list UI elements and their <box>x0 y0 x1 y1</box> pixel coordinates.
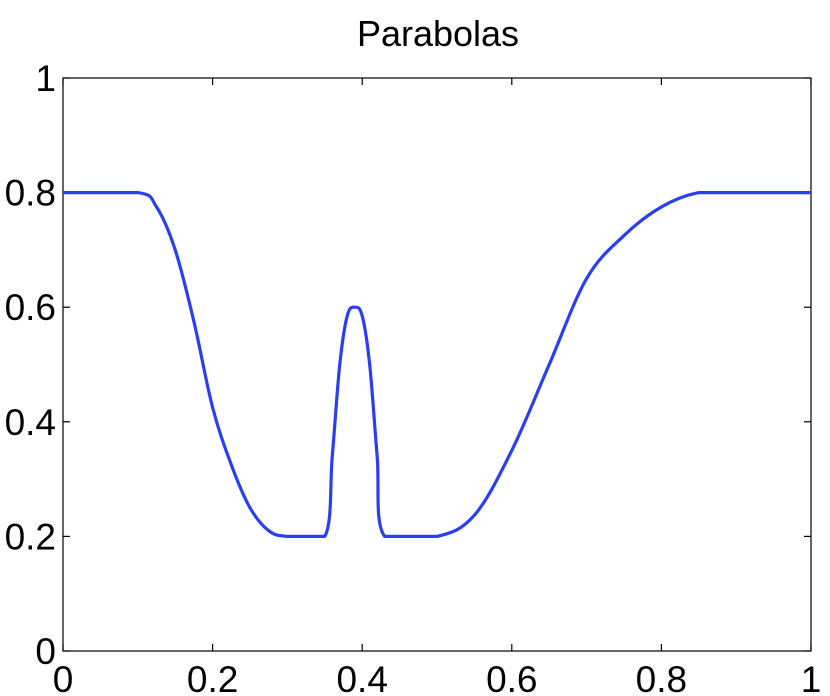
series-line <box>63 190 811 539</box>
y-tick-label: 0.6 <box>5 287 56 328</box>
x-tick-label: 0.2 <box>187 659 238 696</box>
y-tick-label: 0.4 <box>5 402 56 443</box>
x-tick-labels: 0 0.2 0.4 0.6 0.8 1 <box>53 659 822 696</box>
x-tick-label: 1 <box>801 659 822 696</box>
chart-title: Parabolas <box>357 13 519 54</box>
plot-frame <box>62 77 812 652</box>
x-tick-label: 0.4 <box>336 659 387 696</box>
y-tick-label: 1 <box>35 58 56 99</box>
series-group <box>63 190 811 539</box>
x-tick-label: 0.8 <box>636 659 687 696</box>
y-tick-label: 0.2 <box>5 516 56 557</box>
y-tick-label: 0.8 <box>5 173 56 214</box>
x-tick-label: 0.6 <box>486 659 537 696</box>
y-tick-labels: 0 0.2 0.4 0.6 0.8 1 <box>5 58 56 672</box>
y-tick-label: 0 <box>35 631 56 672</box>
x-tick-label: 0 <box>53 659 74 696</box>
